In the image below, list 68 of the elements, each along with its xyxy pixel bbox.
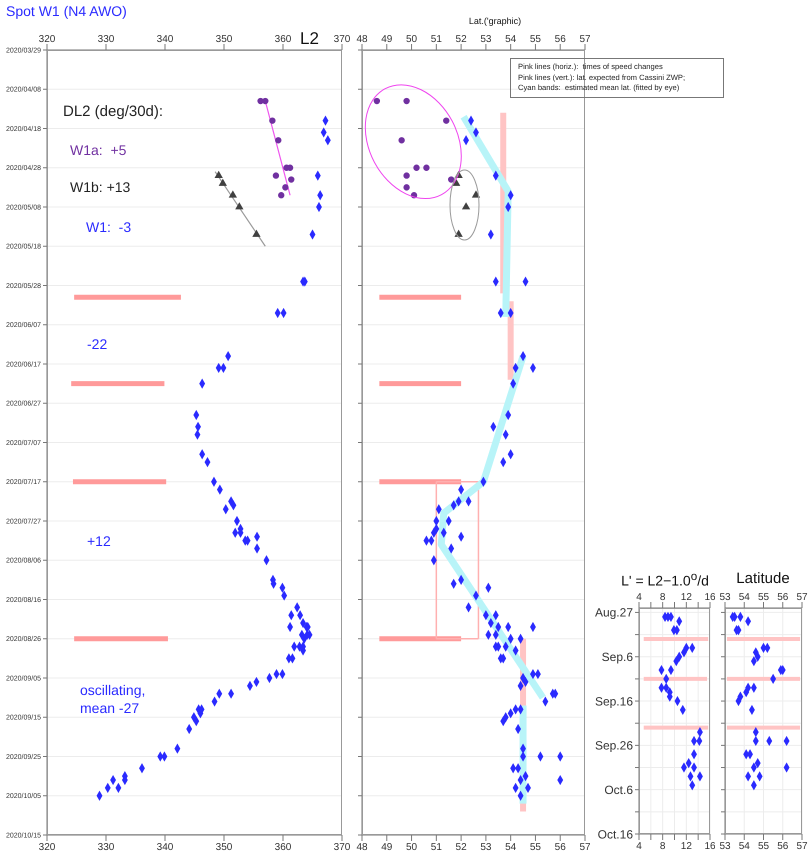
- x2-tick-label: 320: [38, 842, 56, 854]
- annotation: +12: [87, 533, 111, 550]
- x-tick-label: 350: [216, 34, 233, 45]
- y-tick-label: Sep.26: [594, 738, 634, 753]
- y-tick-label: Sep.16: [594, 694, 634, 708]
- annotation: W1b: +13: [70, 179, 130, 196]
- x-tick-label: 55: [530, 34, 542, 45]
- x-tick-label: 56: [777, 592, 789, 603]
- x2-tick-label: 54: [505, 842, 517, 854]
- x2-tick-label: 330: [98, 842, 115, 854]
- y-tick-label: Aug.27: [594, 606, 634, 620]
- x2-tick-label: 12: [680, 841, 692, 852]
- annotation: W1: -3: [86, 219, 132, 236]
- x2-tick-label: 52: [456, 842, 468, 854]
- x-tick-label: 49: [381, 34, 393, 45]
- x-tick-label: 51: [430, 34, 442, 45]
- x-tick-label: 56: [554, 34, 566, 45]
- x2-tick-label: 48: [356, 842, 368, 854]
- x2-tick-label: 350: [216, 842, 233, 854]
- annotation: oscillating, mean -27: [80, 682, 146, 717]
- x2-tick-label: 57: [579, 842, 591, 854]
- annotation: -22: [87, 336, 108, 354]
- x-tick-label: 50: [406, 34, 418, 45]
- x-tick-label: 330: [98, 34, 115, 45]
- annotation: W1a: +5: [70, 142, 126, 160]
- x2-tick-label: 51: [430, 842, 442, 854]
- x-tick-label: 4: [636, 592, 642, 603]
- y-tick-label: Oct.16: [598, 827, 634, 842]
- x2-tick-label: 360: [274, 842, 292, 854]
- x2-tick-label: 53: [719, 841, 731, 852]
- x-tick-label: 12: [680, 592, 692, 603]
- y-tick-label: Oct.6: [604, 782, 634, 797]
- chart-title: Latitude: [735, 570, 791, 587]
- x2-tick-label: 53: [480, 842, 492, 854]
- x2-tick-label: 340: [156, 842, 174, 854]
- x2-tick-label: 57: [796, 841, 808, 852]
- x2-tick-label: 8: [660, 841, 666, 852]
- x2-tick-label: 370: [334, 842, 351, 854]
- x-tick-label: 53: [719, 592, 731, 603]
- x-tick-label: 320: [38, 34, 56, 45]
- x2-tick-label: 16: [704, 841, 716, 852]
- x-tick-label: 54: [505, 34, 517, 45]
- chart-title: L' = L2−1.0$^{o}$/d: [620, 570, 710, 589]
- x-tick-label: 8: [660, 592, 666, 603]
- x2-tick-label: 55: [530, 842, 542, 854]
- x2-tick-label: 56: [554, 842, 566, 854]
- x2-tick-label: 56: [777, 841, 789, 852]
- y-tick-label: Sep.6: [602, 650, 634, 664]
- x-tick-label: 52: [456, 34, 468, 45]
- x-tick-label: 57: [796, 592, 808, 603]
- x2-tick-label: 49: [381, 842, 393, 854]
- x2-tick-label: 50: [406, 842, 418, 854]
- x-tick-label: 370: [334, 34, 351, 45]
- chart-title: Spot W1 (N4 AWO): [6, 3, 127, 19]
- x-tick-label: 53: [480, 34, 492, 45]
- x-tick-label: 360: [274, 34, 292, 45]
- x-tick-label: 54: [738, 592, 750, 603]
- x2-axis-title: Lat.('graphic): [468, 16, 522, 26]
- x-tick-label: 48: [356, 34, 368, 45]
- annotation: DL2 (deg/30d):: [63, 103, 164, 122]
- x-tick-label: 16: [704, 592, 716, 603]
- x2-tick-label: 4: [636, 841, 642, 852]
- x-tick-label: 55: [758, 592, 770, 603]
- x2-tick-label: 55: [758, 841, 770, 852]
- x-tick-label: 57: [579, 34, 591, 45]
- x-tick-label: 340: [156, 34, 174, 45]
- x2-tick-label: 54: [738, 841, 750, 852]
- x2-axis-title: L2: [300, 29, 319, 49]
